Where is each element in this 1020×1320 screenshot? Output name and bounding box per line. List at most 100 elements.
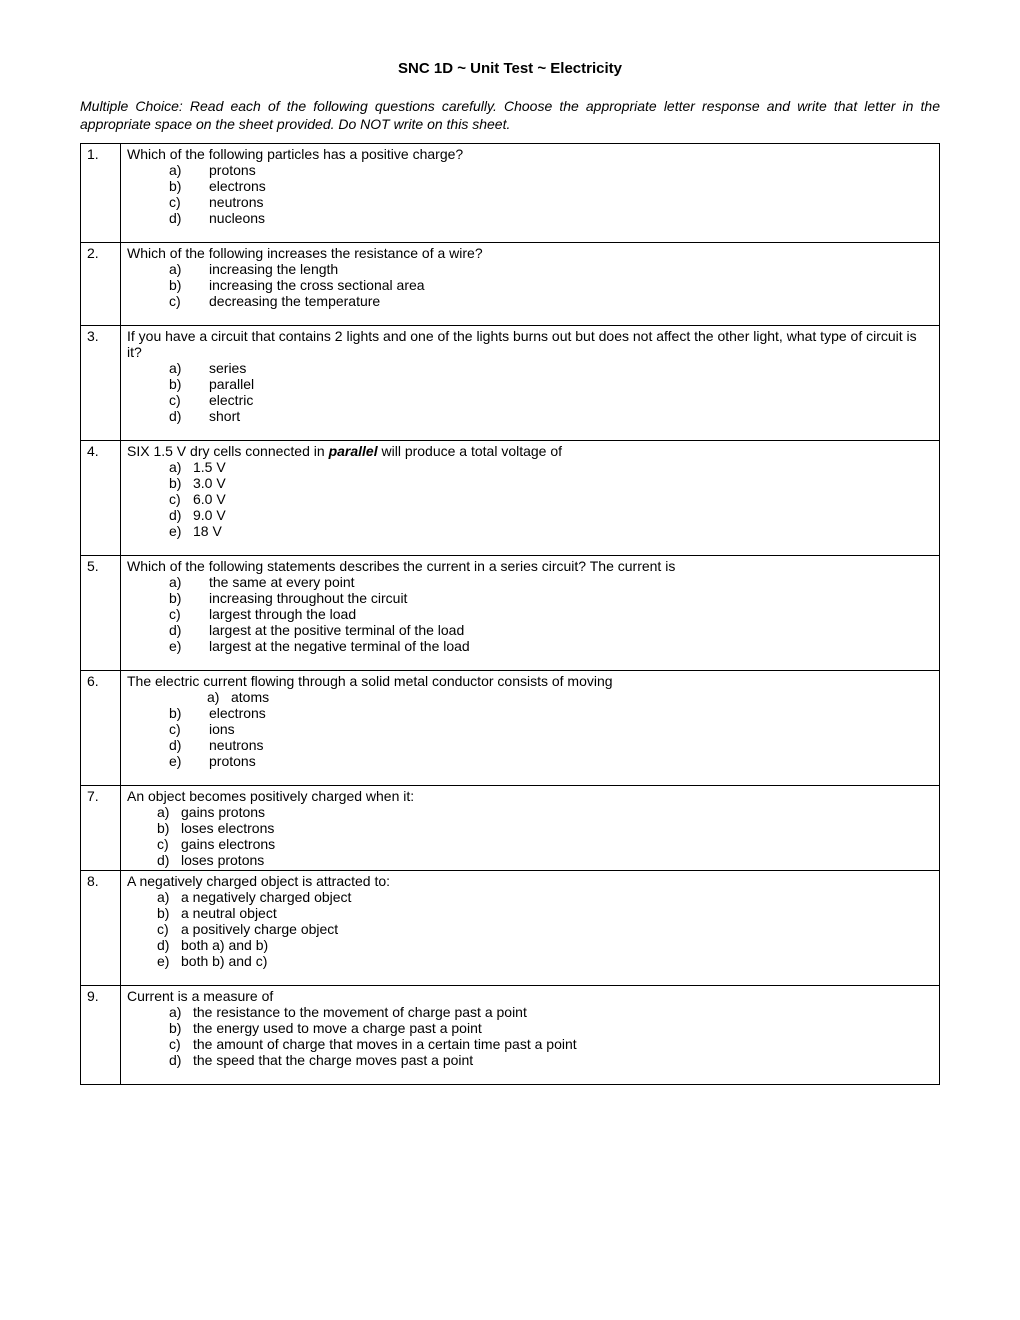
- option: d)the speed that the charge moves past a…: [169, 1052, 933, 1068]
- option-text: the same at every point: [209, 574, 355, 590]
- option-text: electrons: [209, 178, 266, 194]
- option: c)neutrons: [169, 194, 933, 210]
- option-text: increasing throughout the circuit: [209, 590, 407, 606]
- option-text: largest at the positive terminal of the …: [209, 622, 464, 638]
- option-text: the resistance to the movement of charge…: [193, 1004, 527, 1020]
- option-letter: d): [169, 507, 193, 523]
- question-stem: The electric current flowing through a s…: [127, 673, 933, 689]
- option: a)1.5 V: [169, 459, 933, 475]
- option-text: nucleons: [209, 210, 265, 226]
- options-list: a)increasing the length b)increasing the…: [127, 261, 933, 309]
- option-text: 18 V: [193, 523, 222, 539]
- option-text: both a) and b): [181, 937, 268, 953]
- question-number: 2.: [81, 243, 121, 326]
- option: a)series: [169, 360, 933, 376]
- option-text: short: [209, 408, 240, 424]
- option-letter: b): [169, 475, 193, 491]
- option: d)neutrons: [169, 737, 933, 753]
- option: a)protons: [169, 162, 933, 178]
- option: e)protons: [169, 753, 933, 769]
- option-text: both b) and c): [181, 953, 267, 969]
- question-stem: SIX 1.5 V dry cells connected in paralle…: [127, 443, 933, 459]
- question-number: 8.: [81, 871, 121, 986]
- option-text: the amount of charge that moves in a cer…: [193, 1036, 577, 1052]
- option-letter: a): [169, 360, 209, 376]
- option: e)both b) and c): [157, 953, 933, 969]
- option-letter: c): [169, 293, 209, 309]
- options-list: a)gains protons b)loses electrons c)gain…: [127, 804, 933, 868]
- option-text: decreasing the temperature: [209, 293, 380, 309]
- option-letter: b): [169, 376, 209, 392]
- table-row: 7. An object becomes positively charged …: [81, 786, 940, 871]
- option: d)both a) and b): [157, 937, 933, 953]
- question-number: 1.: [81, 144, 121, 243]
- questions-table: 1. Which of the following particles has …: [80, 143, 940, 1085]
- option: c)ions: [169, 721, 933, 737]
- question-stem: An object becomes positively charged whe…: [127, 788, 933, 804]
- question-stem: Which of the following statements descri…: [127, 558, 933, 574]
- option: c)decreasing the temperature: [169, 293, 933, 309]
- option-text: a neutral object: [181, 905, 277, 921]
- option-letter: c): [169, 1036, 193, 1052]
- option-text: increasing the cross sectional area: [209, 277, 425, 293]
- option-letter: a): [169, 574, 209, 590]
- option-letter: b): [169, 178, 209, 194]
- option-letter: a): [169, 261, 209, 277]
- option-text: parallel: [209, 376, 254, 392]
- options-list: a)the resistance to the movement of char…: [127, 1004, 933, 1068]
- option-text: 1.5 V: [193, 459, 226, 475]
- options-list: a)series b)parallel c)electric d)short: [127, 360, 933, 424]
- option-text: a positively charge object: [181, 921, 338, 937]
- option-letter: c): [169, 392, 209, 408]
- option-text: atoms: [231, 689, 269, 705]
- question-cell: The electric current flowing through a s…: [121, 671, 940, 786]
- option-letter: b): [169, 277, 209, 293]
- table-row: 8. A negatively charged object is attrac…: [81, 871, 940, 986]
- option-text: ions: [209, 721, 235, 737]
- table-row: 4. SIX 1.5 V dry cells connected in para…: [81, 441, 940, 556]
- option-text: largest through the load: [209, 606, 356, 622]
- table-row: 1. Which of the following particles has …: [81, 144, 940, 243]
- page-title: SNC 1D ~ Unit Test ~ Electricity: [80, 60, 940, 77]
- question-cell: If you have a circuit that contains 2 li…: [121, 326, 940, 441]
- option-letter: a): [157, 804, 181, 820]
- option-letter: b): [169, 705, 209, 721]
- question-cell: Which of the following increases the res…: [121, 243, 940, 326]
- option-letter: e): [169, 753, 209, 769]
- option-text: gains electrons: [181, 836, 275, 852]
- option: a)atoms: [207, 689, 933, 705]
- option: c)a positively charge object: [157, 921, 933, 937]
- option-letter: b): [157, 905, 181, 921]
- option: b)3.0 V: [169, 475, 933, 491]
- options-list: a)protons b)electrons c)neutrons d)nucle…: [127, 162, 933, 226]
- option: b)electrons: [169, 178, 933, 194]
- option-text: electric: [209, 392, 253, 408]
- option-letter: c): [157, 836, 181, 852]
- question-number: 6.: [81, 671, 121, 786]
- option-letter: c): [169, 194, 209, 210]
- question-stem: Which of the following increases the res…: [127, 245, 933, 261]
- instructions-text: Multiple Choice: Read each of the follow…: [80, 97, 940, 133]
- option: b)the energy used to move a charge past …: [169, 1020, 933, 1036]
- option: e)largest at the negative terminal of th…: [169, 638, 933, 654]
- question-cell: Which of the following statements descri…: [121, 556, 940, 671]
- option-text: the speed that the charge moves past a p…: [193, 1052, 473, 1068]
- option-letter: a): [169, 162, 209, 178]
- table-row: 6. The electric current flowing through …: [81, 671, 940, 786]
- option: d)9.0 V: [169, 507, 933, 523]
- option: d)loses protons: [157, 852, 933, 868]
- stem-pre: SIX 1.5 V dry cells connected in: [127, 443, 329, 459]
- option-letter: d): [157, 852, 181, 868]
- question-number: 5.: [81, 556, 121, 671]
- question-number: 4.: [81, 441, 121, 556]
- option: a)gains protons: [157, 804, 933, 820]
- option-text: series: [209, 360, 246, 376]
- option-text: protons: [209, 162, 256, 178]
- option-letter: b): [169, 1020, 193, 1036]
- options-list: a)the same at every point b)increasing t…: [127, 574, 933, 654]
- option-text: neutrons: [209, 194, 263, 210]
- option: b)electrons: [169, 705, 933, 721]
- option: d)short: [169, 408, 933, 424]
- option-letter: d): [169, 408, 209, 424]
- question-number: 3.: [81, 326, 121, 441]
